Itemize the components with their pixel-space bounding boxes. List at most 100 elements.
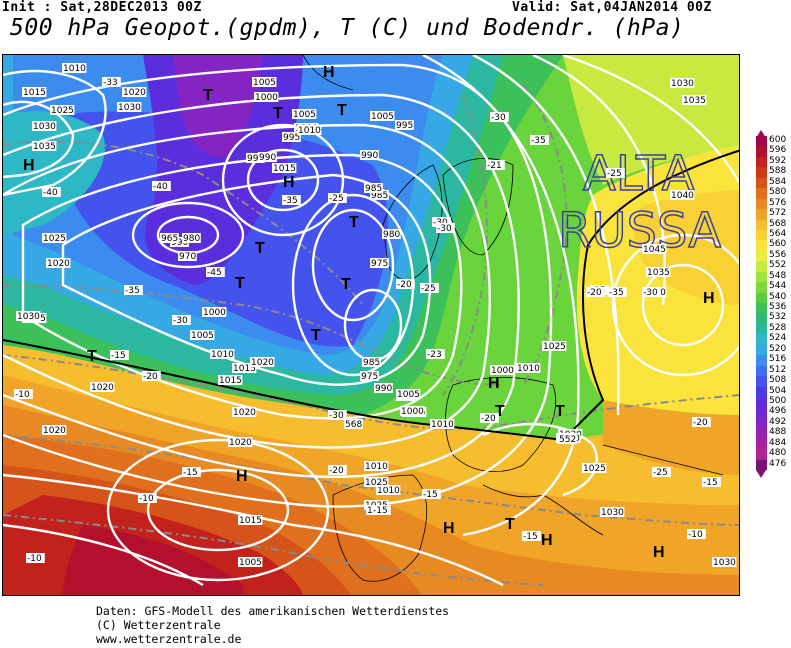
- isobar-label-text: 1000: [203, 308, 226, 318]
- isobar-label: 990: [170, 237, 189, 248]
- isobar-label-text: 1015: [239, 516, 262, 526]
- legend-entry: 480: [756, 448, 791, 460]
- legend-swatch: [756, 282, 767, 293]
- legend-swatch: [756, 240, 767, 251]
- legend-entry: 520: [756, 344, 791, 356]
- isotherm-label-text: -30: [329, 411, 344, 421]
- legend-entry: 556: [756, 250, 791, 262]
- isotherm-label-text: -35: [531, 136, 546, 146]
- footer-copyright: (C) Wetterzentrale: [96, 618, 221, 632]
- legend-swatch: [756, 146, 767, 157]
- isobar-label: 1005: [238, 557, 263, 568]
- high-marker: H: [23, 157, 35, 174]
- high-marker: H: [488, 375, 500, 392]
- low-marker: T: [311, 327, 321, 344]
- isotherm-label-text: -25: [421, 284, 436, 294]
- isotherm-label-text: -35: [609, 288, 624, 298]
- isobar-label-text: 1035: [647, 268, 670, 278]
- legend-swatch: [756, 313, 767, 324]
- isobar-label-text: 1005: [239, 558, 262, 568]
- isotherm-label-text: -23: [427, 350, 442, 360]
- legend-entry: 572: [756, 208, 791, 220]
- isobar-label-text: 1025: [583, 464, 606, 474]
- isobar-label-text: 980: [183, 234, 200, 244]
- isobar-label: 1005: [190, 330, 215, 341]
- low-marker: T: [349, 214, 359, 231]
- low-marker: T: [203, 87, 213, 104]
- isobar-label: 1030: [670, 78, 695, 89]
- legend-swatch: [756, 459, 767, 470]
- low-marker: T: [87, 348, 97, 365]
- low-marker: T: [273, 105, 283, 122]
- isobar-label-text: 990: [171, 238, 188, 248]
- legend-label: 572: [769, 208, 787, 219]
- legend-label: 596: [769, 145, 787, 156]
- isobar-label-text: 990: [375, 384, 392, 394]
- isobar-label-text: 1010: [63, 64, 86, 74]
- isobar-label: 1025: [364, 477, 389, 488]
- legend-swatch: [756, 188, 767, 199]
- isotherm-label: -10: [14, 389, 33, 400]
- low-marker: T: [505, 516, 515, 533]
- isotherm-label: -15: [372, 505, 391, 516]
- isotherm-label: -20: [586, 287, 605, 298]
- pressure-centres: H H H H H H H H H T T T T T T T T T T T …: [23, 64, 715, 561]
- isobar-label: 1005: [370, 111, 395, 122]
- legend-entry: 516: [756, 354, 791, 366]
- valid-timestamp: Valid: Sat,04JAN2014 00Z: [512, 0, 712, 15]
- legend-label: 516: [769, 354, 787, 365]
- isobar-label-text: 1020: [43, 426, 66, 436]
- isobar-label: 1000: [202, 307, 227, 318]
- isotherm-label-text: -20: [481, 414, 496, 424]
- isobar-label-text: 1015: [233, 364, 256, 374]
- isobar-label-text: 1025: [365, 478, 388, 488]
- isobar-label-text: 975: [361, 372, 378, 382]
- isobar-label-text: 1010: [298, 126, 321, 136]
- isobar-label-text: 1000: [401, 407, 424, 417]
- isobar-label: 975: [370, 258, 389, 269]
- isobar-label: 1020: [90, 382, 115, 393]
- legend-label: 600: [769, 135, 787, 145]
- legend-label: 540: [769, 291, 787, 302]
- low-marker: T: [341, 276, 351, 293]
- isobar-label: 995: [395, 120, 414, 131]
- isobar-label-text: 1005: [191, 331, 214, 341]
- legend-label: 484: [769, 437, 787, 448]
- init-timestamp: Init : Sat,28DEC2013 00Z: [2, 0, 202, 15]
- legend-swatch: [756, 229, 767, 241]
- legend-entry: 564: [756, 229, 791, 241]
- legend-label: 584: [769, 176, 787, 187]
- annotation-line2: RUSSA: [558, 203, 721, 259]
- legend-entry: 588: [756, 166, 791, 178]
- legend-swatch: [756, 365, 767, 377]
- contour-552-label: 552: [558, 434, 577, 445]
- isotherm-label-text: -30: [437, 224, 452, 234]
- isobar-label: 985: [364, 183, 383, 194]
- isotherm-label-text: -35: [283, 196, 298, 206]
- isobar-label: 1005: [292, 109, 317, 120]
- isotherm-label: -20: [692, 417, 711, 428]
- isotherm-label-text: -10: [27, 554, 42, 564]
- isotherm-label: -33: [102, 77, 121, 88]
- isobar-label: 1030: [16, 311, 41, 322]
- isobar-label-text: 1025: [43, 234, 66, 244]
- isotherm-label-text: -20: [397, 280, 412, 290]
- isotherm-label-text: -20: [329, 466, 344, 476]
- isobar-label: 1015: [22, 87, 47, 98]
- legend-swatch: [756, 449, 767, 460]
- high-marker: H: [653, 544, 665, 561]
- legend-swatch: [756, 396, 767, 408]
- isotherm-label: -20: [142, 371, 161, 382]
- legend-entry: 500: [756, 396, 791, 408]
- legend-entry: 504: [756, 386, 791, 397]
- high-marker: H: [703, 290, 715, 307]
- contour-568-label-text: 568: [345, 420, 362, 430]
- legend-entry: 548: [756, 271, 791, 283]
- legend-swatch: [756, 167, 767, 178]
- legend-entry: 568: [756, 219, 791, 230]
- isotherm-label-text: -35: [125, 286, 140, 296]
- isobar-label: 1030: [117, 102, 142, 113]
- isotherm-label: -35: [282, 195, 301, 206]
- isobar-label-text: 1035: [683, 96, 706, 106]
- contour-labels: 1010 1015 1025 1030 1035 1020 1030 1025 1020 1005…: [14, 63, 737, 568]
